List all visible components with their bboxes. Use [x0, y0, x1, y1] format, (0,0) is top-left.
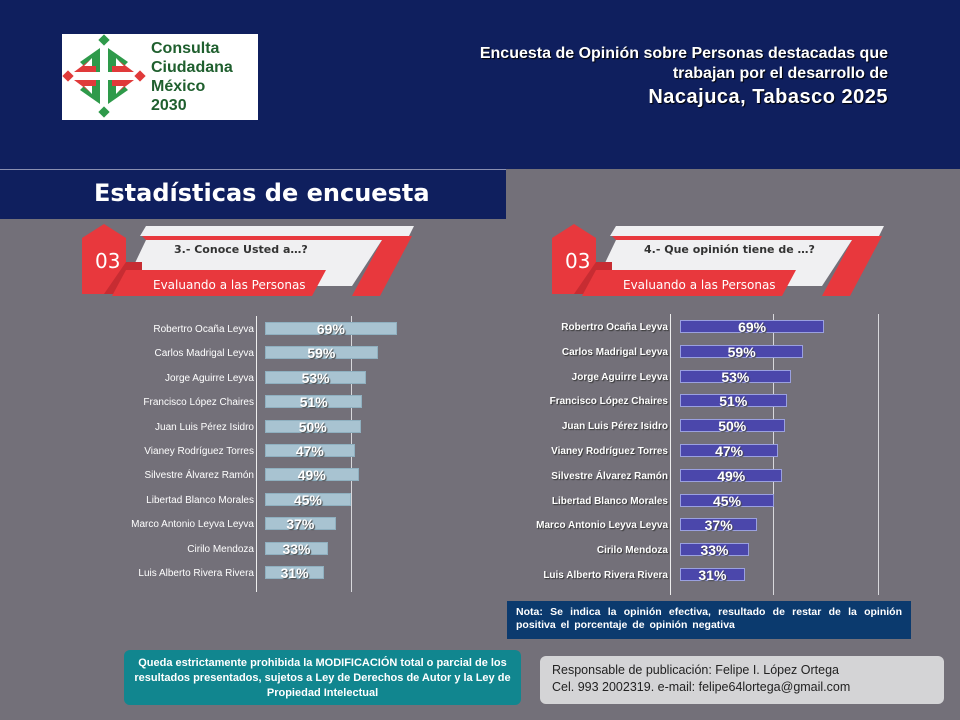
copyright-warning: Queda estrictamente prohibida la MODIFIC… — [124, 650, 521, 705]
title-line-2: trabajan por el desarrollo de — [672, 65, 888, 82]
ribbon-icon — [82, 224, 414, 296]
data-label: 51% — [719, 393, 748, 410]
bar — [680, 518, 758, 532]
question-header-right: 03 4.- Que opinión tiene de …? Evaluando… — [552, 222, 892, 302]
ribbon-icon — [552, 224, 884, 296]
category-label: Robertro Ocaña Leyva — [153, 324, 254, 335]
data-label: 59% — [307, 345, 336, 362]
category-label: Robertro Ocaña Leyva — [561, 322, 668, 333]
data-label: 69% — [316, 321, 345, 337]
category-label: Vianey Rodríguez Torres — [551, 446, 668, 457]
contact-box: Responsable de publicación: Felipe I. Ló… — [540, 656, 944, 704]
question-title: 4.- Que opinión tiene de …? — [644, 243, 815, 256]
category-label: Vianey Rodríguez Torres — [144, 446, 254, 457]
data-label: 37% — [286, 516, 315, 533]
data-label: 50% — [718, 418, 747, 435]
bar — [265, 370, 367, 384]
y-axis-line — [670, 314, 671, 595]
data-label: 47% — [295, 443, 324, 459]
question-number: 03 — [95, 249, 121, 273]
bar — [265, 419, 361, 433]
data-label: 45% — [713, 492, 742, 509]
logo-line: Consulta — [151, 40, 220, 57]
data-label: 49% — [297, 467, 326, 484]
category-label: Libertad Blanco Morales — [146, 494, 254, 506]
bar — [680, 493, 775, 507]
data-label: 31% — [280, 565, 309, 581]
category-label: Juan Luis Pérez Isidro — [155, 421, 254, 433]
data-label: 45% — [293, 491, 322, 508]
bar — [265, 395, 363, 409]
category-label: Cirilo Mendoza — [596, 545, 668, 557]
data-label: 31% — [698, 567, 727, 583]
category-label: Jorge Aguirre Leyva — [165, 372, 254, 384]
data-label: 33% — [700, 542, 729, 559]
header: Consulta Ciudadana México 2030 Encuesta … — [0, 0, 960, 169]
logo-line: 2030 — [151, 97, 187, 114]
bar — [680, 369, 791, 383]
gridline — [877, 314, 879, 595]
question-subtitle: Evaluando a las Personas — [153, 278, 306, 292]
bar — [265, 541, 329, 555]
category-label: Carlos Madrigal Leyva — [561, 346, 668, 358]
bar — [265, 492, 351, 506]
category-label: Jorge Aguirre Leyva — [571, 371, 668, 383]
category-label: Cirilo Mendoza — [187, 543, 254, 555]
category-label: Silvestre Álvarez Ramón — [144, 470, 254, 482]
bar — [680, 344, 804, 358]
contact-line: Cel. 993 2002319. e-mail: felipe64lorteg… — [552, 680, 851, 694]
bar — [680, 468, 783, 482]
category-label: Juan Luis Pérez Isidro — [561, 421, 668, 433]
question-header-left: 03 3.- Conoce Usted a…? Evaluando a las … — [82, 222, 422, 302]
section-title: Estadísticas de encuesta — [94, 179, 430, 207]
data-label: 49% — [717, 467, 746, 484]
category-label: Luis Alberto Rivera Rivera — [543, 570, 668, 581]
consulta-ciudadana-logo-icon — [62, 34, 146, 118]
bar — [265, 444, 355, 457]
data-label: 51% — [299, 394, 328, 411]
data-label: 53% — [301, 369, 330, 386]
category-label: Libertad Blanco Morales — [551, 495, 668, 507]
bar — [680, 394, 787, 408]
question-number: 03 — [565, 249, 591, 273]
category-label: Carlos Madrigal Leyva — [154, 348, 255, 360]
category-label: Marco Antonio Leyva Leyva — [131, 519, 254, 531]
bar — [265, 468, 359, 482]
bar — [680, 419, 785, 433]
category-label: Francisco López Chaires — [549, 396, 668, 408]
title-location: Nacajuca, Tabasco 2025 — [648, 86, 888, 108]
logo-line: México — [151, 78, 206, 95]
bar — [265, 566, 325, 579]
category-label: Marco Antonio Leyva Leyva — [536, 520, 668, 532]
data-label: 59% — [727, 343, 756, 360]
logo: Consulta Ciudadana México 2030 — [62, 34, 258, 120]
report-title: Encuesta de Opinión sobre Personas desta… — [480, 44, 888, 110]
section-title-band: Estadísticas de encuesta — [0, 169, 506, 219]
logo-text: Consulta Ciudadana México 2030 — [151, 39, 233, 115]
y-axis-line — [256, 316, 257, 593]
question-title: 3.- Conoce Usted a…? — [174, 243, 308, 256]
category-label: Francisco López Chaires — [143, 397, 254, 409]
category-label: Silvestre Álvarez Ramón — [551, 470, 668, 482]
bar — [680, 444, 779, 457]
bar — [680, 543, 749, 557]
category-label: Luis Alberto Rivera Rivera — [138, 568, 254, 579]
data-label: 47% — [715, 443, 744, 459]
data-label: 33% — [282, 540, 311, 557]
data-label: 37% — [704, 517, 733, 534]
bar — [265, 322, 397, 335]
note-box: Nota: Se indica la opinión efectiva, res… — [507, 601, 911, 639]
question-subtitle: Evaluando a las Personas — [623, 278, 776, 292]
title-line-1: Encuesta de Opinión sobre Personas desta… — [479, 45, 888, 62]
bar — [265, 517, 336, 531]
data-label: 53% — [721, 368, 750, 385]
data-label: 50% — [298, 418, 327, 435]
data-label: 69% — [738, 319, 767, 335]
publisher-line: Responsable de publicación: Felipe I. Ló… — [552, 663, 839, 677]
bar — [680, 568, 745, 581]
bar — [265, 346, 378, 360]
bar — [680, 320, 825, 333]
logo-line: Ciudadana — [151, 59, 233, 76]
